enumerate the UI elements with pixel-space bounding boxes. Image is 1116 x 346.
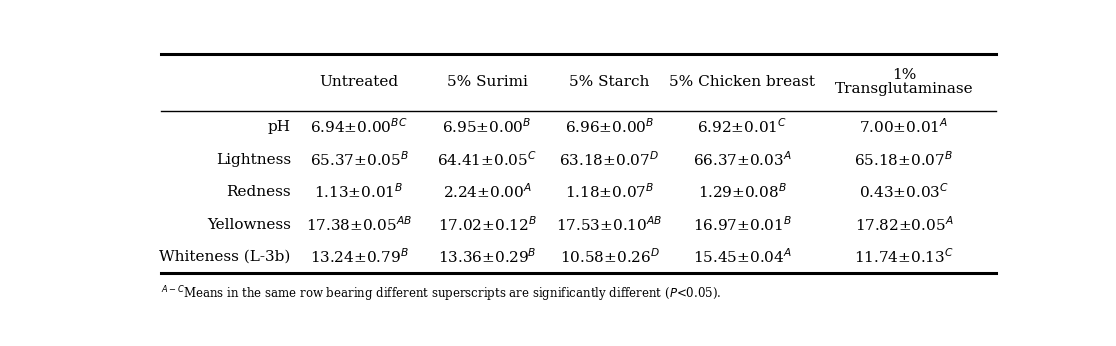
Text: 6.95±0.00$^{B}$: 6.95±0.00$^{B}$ [442, 118, 532, 136]
Text: 17.02±0.12$^{B}$: 17.02±0.12$^{B}$ [437, 215, 537, 234]
Text: 13.36±0.29$^{B}$: 13.36±0.29$^{B}$ [437, 248, 537, 266]
Text: Untreated: Untreated [319, 75, 398, 89]
Text: 2.24±0.00$^{A}$: 2.24±0.00$^{A}$ [443, 183, 531, 201]
Text: 6.94±0.00$^{BC}$: 6.94±0.00$^{BC}$ [310, 118, 408, 136]
Text: Transglutaminase: Transglutaminase [835, 82, 973, 97]
Text: 15.45±0.04$^{A}$: 15.45±0.04$^{A}$ [693, 248, 792, 266]
Text: 1%: 1% [892, 68, 916, 82]
Text: 11.74±0.13$^{C}$: 11.74±0.13$^{C}$ [854, 248, 954, 266]
Text: 5% Surimi: 5% Surimi [446, 75, 528, 89]
Text: Lightness: Lightness [215, 153, 291, 166]
Text: 1.13±0.01$^{B}$: 1.13±0.01$^{B}$ [315, 183, 404, 201]
Text: 65.18±0.07$^{B}$: 65.18±0.07$^{B}$ [855, 150, 954, 169]
Text: Yellowness: Yellowness [206, 218, 291, 231]
Text: 6.96±0.00$^{B}$: 6.96±0.00$^{B}$ [565, 118, 654, 136]
Text: 17.53±0.10$^{AB}$: 17.53±0.10$^{AB}$ [557, 215, 663, 234]
Text: Redness: Redness [227, 185, 291, 199]
Text: 1.29±0.08$^{B}$: 1.29±0.08$^{B}$ [698, 183, 787, 201]
Text: 16.97±0.01$^{B}$: 16.97±0.01$^{B}$ [693, 215, 792, 234]
Text: 0.43±0.03$^{C}$: 0.43±0.03$^{C}$ [859, 183, 950, 201]
Text: 17.82±0.05$^{A}$: 17.82±0.05$^{A}$ [855, 215, 953, 234]
Text: 1.18±0.07$^{B}$: 1.18±0.07$^{B}$ [565, 183, 654, 201]
Text: 63.18±0.07$^{D}$: 63.18±0.07$^{D}$ [559, 150, 660, 169]
Text: Whiteness (L-3b): Whiteness (L-3b) [160, 250, 291, 264]
Text: 10.58±0.26$^{D}$: 10.58±0.26$^{D}$ [559, 248, 660, 266]
Text: 5% Chicken breast: 5% Chicken breast [670, 75, 816, 89]
Text: 64.41±0.05$^{C}$: 64.41±0.05$^{C}$ [437, 150, 537, 169]
Text: 66.37±0.03$^{A}$: 66.37±0.03$^{A}$ [693, 150, 791, 169]
Text: 6.92±0.01$^{C}$: 6.92±0.01$^{C}$ [698, 118, 787, 136]
Text: 17.38±0.05$^{AB}$: 17.38±0.05$^{AB}$ [306, 215, 412, 234]
Text: 65.37±0.05$^{B}$: 65.37±0.05$^{B}$ [309, 150, 408, 169]
Text: pH: pH [268, 120, 291, 134]
Text: $^{A-C}$Means in the same row bearing different superscripts are significantly d: $^{A-C}$Means in the same row bearing di… [161, 285, 721, 304]
Text: 5% Starch: 5% Starch [569, 75, 650, 89]
Text: 13.24±0.79$^{B}$: 13.24±0.79$^{B}$ [310, 248, 408, 266]
Text: 7.00±0.01$^{A}$: 7.00±0.01$^{A}$ [859, 118, 949, 136]
